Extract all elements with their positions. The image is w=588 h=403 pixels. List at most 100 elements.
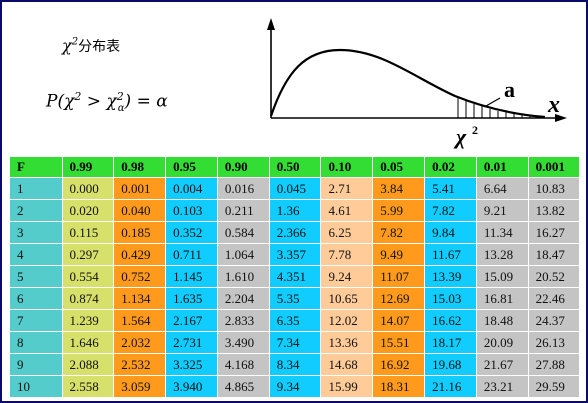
value-cell: 19.68 (424, 353, 477, 376)
value-cell: 11.07 (372, 265, 426, 288)
value-cell: 1.134 (113, 287, 167, 310)
value-cell: 0.000 (62, 177, 115, 200)
value-cell: 1.564 (113, 309, 167, 332)
value-cell: 11.34 (476, 221, 529, 244)
header-alpha-0_99: 0.99 (62, 157, 115, 178)
value-cell: 4.865 (217, 375, 270, 398)
value-cell: 16.62 (424, 309, 477, 332)
header-alpha-0_50: 0.50 (269, 157, 322, 178)
probability-formula: P(χ2 > χ2α) = α (46, 90, 168, 115)
header-alpha-0_90: 0.90 (217, 157, 270, 178)
value-cell: 18.17 (424, 331, 477, 354)
value-cell: 1.610 (217, 265, 270, 288)
value-cell: 7.34 (269, 331, 322, 354)
value-cell: 0.045 (269, 177, 322, 200)
table-row: 8 1.646 2.032 2.731 3.490 7.34 13.36 15.51 18.17… (10, 331, 581, 354)
tail-label: a (504, 77, 515, 102)
value-cell: 0.554 (62, 265, 115, 288)
value-cell: 26.13 (528, 331, 581, 354)
table-row: 3 0.115 0.185 0.352 0.584 2.366 6.25 7.82 9.84 11… (10, 221, 581, 244)
df-cell: 5 (10, 265, 63, 288)
table-row: 2 0.020 0.040 0.103 0.211 1.36 4.61 5.99 7.82 9.2… (10, 199, 581, 222)
df-cell: 10 (10, 375, 63, 398)
y-axis-arrow (267, 18, 275, 30)
x-axis-arrow (555, 114, 567, 122)
value-cell: 0.584 (217, 221, 270, 244)
value-cell: 0.752 (113, 265, 167, 288)
value-cell: 13.39 (424, 265, 477, 288)
table-row: 10 2.558 3.059 3.940 4.865 9.34 15.99 18.31 21.1… (10, 375, 581, 398)
value-cell: 4.351 (269, 265, 322, 288)
value-cell: 4.61 (320, 199, 374, 222)
table-row: 4 0.297 0.429 0.711 1.064 3.357 7.78 9.49 11.67 1… (10, 243, 581, 266)
value-cell: 15.51 (372, 331, 426, 354)
header-alpha-0_05: 0.05 (372, 157, 426, 178)
df-cell: 4 (10, 243, 63, 266)
value-cell: 9.84 (424, 221, 477, 244)
value-cell: 16.27 (528, 221, 581, 244)
value-cell: 27.88 (528, 353, 581, 376)
value-cell: 0.115 (62, 221, 115, 244)
value-cell: 0.004 (165, 177, 218, 200)
header-alpha-0_10: 0.10 (320, 157, 374, 178)
value-cell: 13.36 (320, 331, 374, 354)
value-cell: 0.020 (62, 199, 115, 222)
value-cell: 12.69 (372, 287, 426, 310)
value-cell: 2.833 (217, 309, 270, 332)
value-cell: 6.35 (269, 309, 322, 332)
value-cell: 21.67 (476, 353, 529, 376)
value-cell: 18.48 (476, 309, 529, 332)
value-cell: 0.711 (165, 243, 218, 266)
value-cell: 5.99 (372, 199, 426, 222)
value-cell: 24.37 (528, 309, 581, 332)
value-cell: 13.28 (476, 243, 529, 266)
table-row: 9 2.088 2.532 3.325 4.168 8.34 14.68 16.92 19.68… (10, 353, 581, 376)
value-cell: 18.31 (372, 375, 426, 398)
tail-pointer (485, 97, 501, 107)
value-cell: 7.78 (320, 243, 374, 266)
value-cell: 5.35 (269, 287, 322, 310)
df-cell: 1 (10, 177, 63, 200)
value-cell: 7.82 (372, 221, 426, 244)
value-cell: 0.016 (217, 177, 270, 200)
value-cell: 21.16 (424, 375, 477, 398)
value-cell: 2.366 (269, 221, 322, 244)
value-cell: 0.874 (62, 287, 115, 310)
value-cell: 2.71 (320, 177, 374, 200)
value-cell: 16.81 (476, 287, 529, 310)
value-cell: 16.92 (372, 353, 426, 376)
value-cell: 3.84 (372, 177, 426, 200)
value-cell: 2.532 (113, 353, 167, 376)
value-cell: 1.646 (62, 331, 115, 354)
value-cell: 23.21 (476, 375, 529, 398)
value-cell: 1.36 (269, 199, 322, 222)
value-cell: 3.490 (217, 331, 270, 354)
value-cell: 6.64 (476, 177, 529, 200)
value-cell: 2.167 (165, 309, 218, 332)
chi-square-table: F 0.99 0.98 0.95 0.90 0.50 0.10 0.05 0.02 0.01 0.0… (10, 157, 581, 398)
value-cell: 0.352 (165, 221, 218, 244)
value-cell: 3.357 (269, 243, 322, 266)
table-row: 7 1.239 1.564 2.167 2.833 6.35 12.02 14.07 16.62… (10, 309, 581, 332)
table-row: 5 0.554 0.752 1.145 1.610 4.351 9.24 11.07 13.39… (10, 265, 581, 288)
df-cell: 2 (10, 199, 63, 222)
value-cell: 15.99 (320, 375, 374, 398)
value-cell: 20.09 (476, 331, 529, 354)
value-cell: 0.103 (165, 199, 218, 222)
header-alpha-0_001: 0.001 (528, 157, 581, 178)
df-cell: 3 (10, 221, 63, 244)
distribution-figure: a x χ 2 (267, 18, 567, 149)
value-cell: 15.09 (476, 265, 529, 288)
value-cell: 2.032 (113, 331, 167, 354)
value-cell: 0.040 (113, 199, 167, 222)
value-cell: 15.03 (424, 287, 477, 310)
value-cell: 1.064 (217, 243, 270, 266)
value-cell: 1.145 (165, 265, 218, 288)
value-cell: 1.239 (62, 309, 115, 332)
value-cell: 11.67 (424, 243, 477, 266)
value-cell: 29.59 (528, 375, 581, 398)
chi-square-curve (269, 48, 546, 119)
value-cell: 2.204 (217, 287, 270, 310)
value-cell: 20.52 (528, 265, 581, 288)
